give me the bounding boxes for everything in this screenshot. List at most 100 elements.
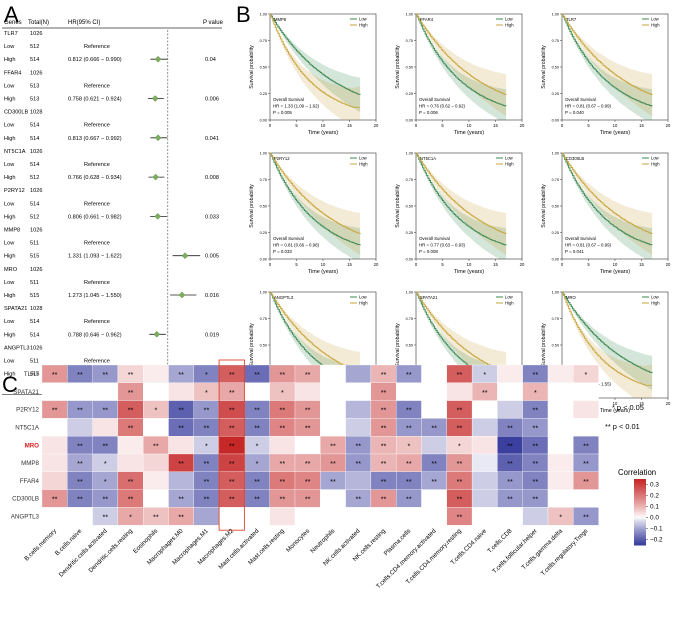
forest-row-total: 1026: [30, 31, 42, 37]
heatmap-significance: **: [178, 513, 184, 522]
heatmap-significance: **: [52, 495, 58, 504]
heatmap-cell: [421, 364, 447, 383]
heatmap-significance: **: [178, 370, 184, 379]
heatmap-cell: [471, 436, 498, 455]
forest-row-label: Low: [4, 319, 15, 325]
km-legend-low: Low: [651, 156, 660, 161]
km-x-tick-label: 10: [467, 123, 472, 128]
km-y-tick-label: 1.00: [552, 291, 559, 295]
heatmap-significance: **: [457, 424, 463, 433]
heatmap-significance: **: [254, 495, 260, 504]
heatmap-cell: [471, 471, 498, 490]
km-x-tick-label: 10: [321, 123, 326, 128]
correlation-heatmap: TLR7 ** ** ** ** ** * ** ** ** ** ** ** ** * ** *SPATA21…: [11, 359, 663, 590]
heatmap-cell: [143, 471, 169, 490]
km-x-tick-label: 10: [467, 262, 472, 267]
km-y-tick-label: 0.75: [552, 178, 559, 182]
heatmap-colorbar-segment: [634, 502, 646, 505]
heatmap-significance: **: [457, 370, 463, 379]
forest-row-label: High: [4, 293, 16, 299]
heatmap-significance: **: [229, 459, 235, 468]
km-y-tick-label: 0.25: [260, 231, 267, 235]
km-legend-high: High: [651, 162, 660, 167]
km-y-tick-label: 1.00: [260, 291, 267, 295]
km-y-axis-label: Survival probability: [541, 323, 547, 367]
km-survival-curve: [416, 152, 507, 235]
km-y-tick-label: 0.00: [406, 258, 413, 262]
heatmap-cell: [41, 453, 68, 472]
km-y-tick-label: 0.75: [260, 39, 267, 43]
heatmap-cell: [547, 453, 574, 472]
heatmap-significance: **: [280, 406, 286, 415]
heatmap-colorbar-segment: [634, 530, 646, 533]
heatmap-significance: **: [330, 441, 336, 450]
km-confidence-band: [562, 13, 653, 121]
heatmap-significance: **: [583, 441, 589, 450]
heatmap-colorbar-segment: [634, 505, 646, 508]
forest-row-pvalue: 0.008: [205, 175, 219, 181]
km-x-tick-label: 15: [493, 123, 498, 128]
km-confidence-band: [416, 13, 507, 120]
heatmap-row-label: FFAR4: [20, 478, 40, 485]
forest-row-hr: Reference: [84, 359, 110, 365]
panel-letter-b: B: [236, 2, 251, 27]
heatmap-significance: **: [305, 477, 311, 486]
heatmap-cell: [320, 418, 346, 437]
forest-row-total: 514: [30, 123, 39, 129]
heatmap-significance: **: [457, 459, 463, 468]
km-overall-survival: Overall Survival: [273, 97, 304, 102]
forest-estimate-diamond: [181, 252, 189, 259]
panel-letter-c: C: [2, 372, 18, 397]
heatmap-row-label: TLR7: [24, 371, 40, 378]
forest-row-label: Low: [4, 241, 15, 247]
heatmap-colorbar-segment: [634, 518, 646, 521]
forest-header-total: Total(N): [28, 20, 49, 26]
km-legend-high: High: [359, 162, 368, 167]
heatmap-cell: [471, 418, 498, 437]
heatmap-colorbar-segment: [634, 513, 646, 516]
km-survival-curve: [416, 13, 507, 96]
forest-row-total: 514: [30, 201, 39, 207]
heatmap-significance: **: [254, 406, 260, 415]
heatmap-cell: [471, 489, 498, 508]
heatmap-cell: [396, 382, 422, 401]
heatmap-significance: **: [153, 441, 159, 450]
heatmap-cell: [168, 436, 194, 455]
km-y-tick-label: 0.00: [552, 258, 559, 262]
km-x-tick-label: 0: [561, 123, 564, 128]
heatmap-significance: *: [205, 388, 208, 397]
heatmap-significance: **: [254, 370, 260, 379]
heatmap-significance: **: [355, 441, 361, 450]
km-legend-low: Low: [651, 17, 660, 22]
heatmap-significance: **: [229, 441, 235, 450]
heatmap-cell: [143, 489, 169, 508]
km-x-axis-label: Time (years): [600, 269, 630, 275]
heatmap-cell: [218, 507, 245, 526]
forest-estimate-diamond: [154, 55, 162, 63]
km-y-tick-label: 0.00: [260, 258, 267, 262]
heatmap-significance: **: [178, 406, 184, 415]
heatmap-column-label: T.cells.regulatory.Tregs: [540, 528, 590, 578]
heatmap-significance: **: [381, 441, 387, 450]
km-x-tick-label: 15: [639, 262, 644, 267]
heatmap-colorbar-segment: [634, 487, 646, 490]
heatmap-colorbar-segment: [634, 479, 646, 482]
heatmap-cell: [497, 400, 523, 419]
heatmap-cell: [547, 471, 574, 490]
km-x-tick-label: 5: [587, 123, 590, 128]
km-legend-high: High: [651, 301, 660, 306]
forest-row-label: High: [4, 175, 16, 181]
forest-estimate-diamond: [154, 134, 162, 142]
heatmap-cell: [41, 436, 68, 455]
heatmap-column-label: B.cells.memory: [23, 527, 58, 562]
forest-row-label: ANGPTL3: [4, 345, 30, 351]
heatmap-row-label: NT5C1A: [15, 425, 40, 432]
heatmap-colorbar-segment: [634, 498, 646, 501]
km-y-axis-label: Survival probability: [395, 323, 401, 367]
forest-row-label: CD300LB: [4, 110, 29, 116]
forest-row-pvalue: 0.033: [205, 214, 219, 220]
heatmap-colorbar-segment: [634, 541, 646, 544]
km-hazard-ratio: HR = 0.81 (0.67 – 0.99): [565, 243, 612, 248]
heatmap-colorbar-segment: [634, 540, 646, 543]
heatmap-colorbar-segment: [634, 480, 646, 483]
